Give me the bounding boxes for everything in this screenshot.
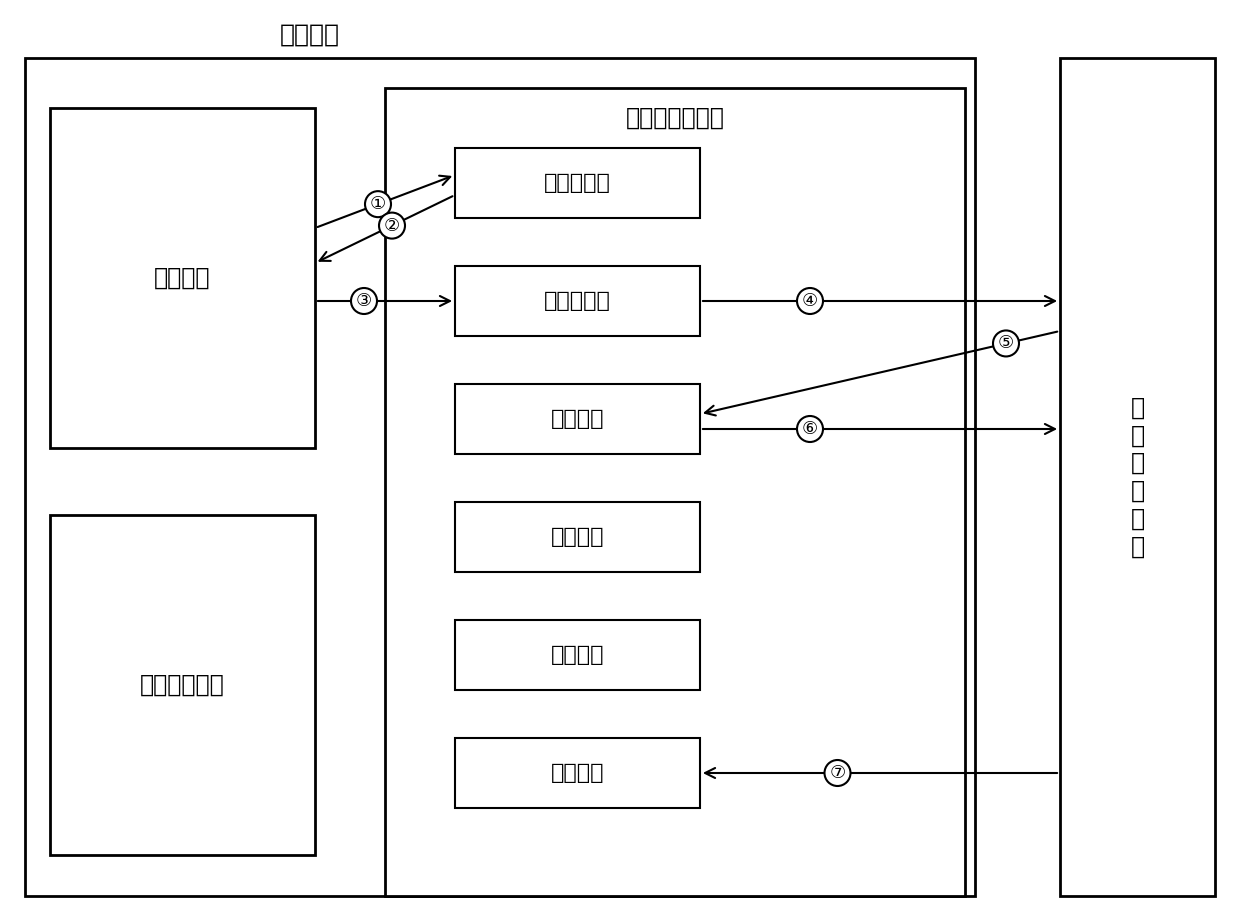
Bar: [50, 515, 315, 855]
Circle shape: [797, 288, 823, 314]
Bar: [455, 738, 701, 808]
Circle shape: [351, 288, 377, 314]
Text: 执行队列: 执行队列: [551, 409, 604, 429]
Text: 超时检查进程: 超时检查进程: [140, 673, 224, 697]
Text: ①: ①: [370, 195, 386, 213]
Bar: [455, 384, 701, 454]
Text: ④: ④: [802, 292, 818, 310]
Text: ②: ②: [384, 217, 401, 234]
Bar: [455, 148, 701, 218]
Bar: [384, 88, 965, 896]
Text: ③: ③: [356, 292, 372, 310]
Text: 目标任务队列集: 目标任务队列集: [625, 106, 724, 130]
Bar: [455, 620, 701, 690]
Bar: [1060, 58, 1215, 896]
Circle shape: [365, 191, 391, 217]
Text: 失败队列: 失败队列: [551, 527, 604, 547]
Text: 未分配队列: 未分配队列: [544, 173, 611, 193]
Bar: [455, 502, 701, 572]
Circle shape: [379, 212, 405, 239]
Circle shape: [993, 331, 1019, 357]
Text: 调度设备: 调度设备: [280, 23, 340, 47]
Text: ⑤: ⑤: [998, 335, 1014, 353]
Bar: [455, 266, 701, 336]
Text: 超时队列: 超时队列: [551, 645, 604, 665]
Bar: [50, 108, 315, 448]
Text: ⑥: ⑥: [802, 420, 818, 438]
Text: ⑦: ⑦: [830, 764, 846, 782]
Text: 数
据
处
理
平
台: 数 据 处 理 平 台: [1131, 395, 1145, 559]
Text: 调度进程: 调度进程: [154, 266, 211, 290]
Bar: [25, 58, 975, 896]
Text: 归档队列: 归档队列: [551, 763, 604, 783]
Text: 待执行队列: 待执行队列: [544, 291, 611, 311]
Circle shape: [825, 760, 851, 786]
Circle shape: [797, 416, 823, 442]
